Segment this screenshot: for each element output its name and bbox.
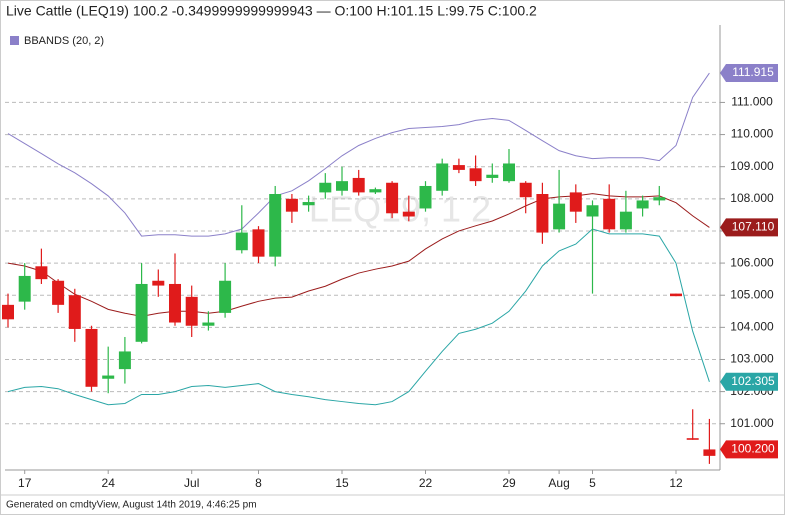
- candle-body: [2, 304, 14, 320]
- candle-body: [402, 211, 415, 217]
- x-tick-label: 15: [335, 476, 349, 490]
- candle-body: [419, 185, 432, 209]
- candle-body: [569, 192, 582, 212]
- x-tick-label: 24: [102, 476, 116, 490]
- x-tick-label: Jul: [184, 476, 199, 490]
- band-line: [7, 72, 710, 237]
- y-tick-label: 105.000: [730, 287, 774, 301]
- candle-body: [369, 189, 382, 193]
- y-tick-label: 110.000: [731, 127, 774, 141]
- candle-body: [603, 198, 616, 230]
- candle-body: [302, 202, 315, 206]
- candle-body: [686, 438, 699, 440]
- candle-body: [285, 198, 298, 212]
- x-tick-label: 8: [255, 476, 262, 490]
- candle-body: [118, 351, 131, 370]
- candle-body: [252, 229, 265, 257]
- candle-body: [202, 322, 215, 326]
- y-tick-label: 109.000: [730, 159, 774, 173]
- candle-body: [169, 283, 181, 323]
- price-tag-label: 100.200: [731, 442, 775, 456]
- candle-body: [85, 328, 98, 387]
- legend-swatch: [10, 36, 19, 45]
- price-tag: [720, 372, 778, 391]
- candle-body: [386, 182, 399, 214]
- candle-body: [185, 296, 198, 326]
- candle-body: [452, 165, 465, 170]
- candle-body: [636, 200, 649, 209]
- candle-body: [319, 182, 332, 193]
- candle-body: [653, 197, 666, 201]
- x-tick-label: Aug: [548, 476, 569, 490]
- price-tag: [720, 64, 778, 83]
- price-tag-label: 107.110: [732, 220, 775, 234]
- footer: Generated on cmdtyView, August 14th 2019…: [6, 500, 257, 511]
- price-tag-label: 111.915: [732, 65, 774, 79]
- candle-body: [35, 266, 48, 280]
- candle-body: [269, 194, 282, 257]
- candle-body: [235, 232, 248, 251]
- y-tick-label: 101.000: [730, 416, 774, 430]
- x-tick-label: 22: [419, 476, 433, 490]
- candle-body: [135, 283, 148, 342]
- candle-body: [703, 449, 716, 456]
- y-tick-label: 111.000: [731, 95, 773, 109]
- y-tick-label: 106.000: [730, 255, 774, 269]
- candle-body: [553, 203, 566, 230]
- chart-title: Live Cattle (LEQ19) 100.2 -0.34999999999…: [6, 3, 537, 19]
- x-tick-label: 5: [589, 476, 596, 490]
- x-tick-label: 29: [502, 476, 516, 490]
- candle-body: [152, 280, 165, 286]
- candle-body: [68, 295, 81, 329]
- candle-body: [486, 174, 499, 178]
- candle-body: [503, 163, 515, 182]
- price-tag-label: 102.305: [731, 374, 775, 388]
- y-tick-label: 104.000: [730, 320, 774, 334]
- price-tag: [720, 218, 778, 237]
- watermark: LEQ19, 1 2: [309, 189, 491, 230]
- candle-body: [18, 275, 31, 302]
- candle-body: [536, 194, 549, 233]
- y-tick-label: 103.000: [730, 352, 774, 366]
- candle-body: [336, 181, 348, 191]
- candle-body: [670, 293, 682, 297]
- candle-body: [52, 280, 65, 305]
- candle-body: [102, 375, 115, 379]
- candle-body: [519, 182, 532, 198]
- candle-body: [352, 177, 365, 193]
- candle-body: [586, 205, 599, 217]
- x-tick-label: 12: [669, 476, 683, 490]
- band-line: [7, 193, 710, 317]
- candle-body: [469, 168, 482, 182]
- candle-body: [619, 211, 632, 230]
- candle-body: [436, 163, 449, 191]
- candle-body: [219, 280, 232, 313]
- y-tick-label: 108.000: [730, 191, 774, 205]
- x-tick-label: 17: [18, 476, 32, 490]
- price-tag: [720, 440, 778, 459]
- legend-label: BBANDS (20, 2): [24, 35, 104, 47]
